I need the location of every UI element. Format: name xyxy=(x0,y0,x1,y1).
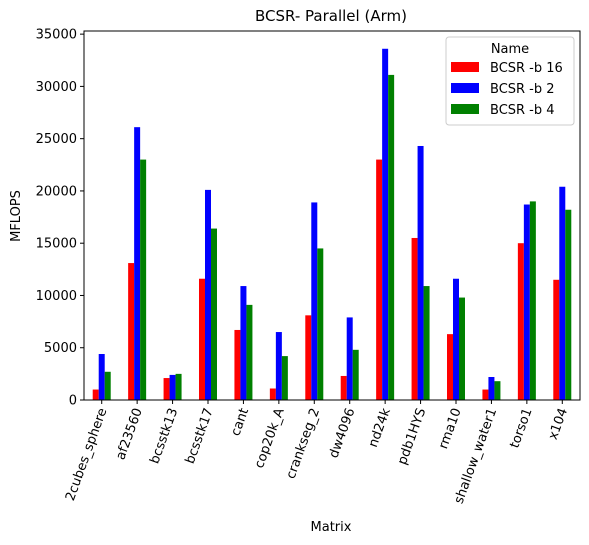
bars-layer xyxy=(92,48,572,401)
x-tick-label: 2cubes_sphere xyxy=(63,406,110,503)
legend-swatch xyxy=(451,83,479,93)
legend-label: BCSR -b 4 xyxy=(490,103,555,118)
x-tick-label: pdb1HYS xyxy=(395,406,429,467)
x-tick-label: af23560 xyxy=(113,406,146,462)
bar-x104-series-2 xyxy=(559,186,566,400)
y-tick-label: 10000 xyxy=(36,289,77,304)
bar-bcsstk13-series-3 xyxy=(175,373,182,400)
bar-shallow_water1-series-2 xyxy=(488,377,495,400)
bar-torso1-series-3 xyxy=(529,201,536,400)
bar-rma10-series-3 xyxy=(459,297,465,400)
bar-dw4096-series-1 xyxy=(340,375,347,400)
x-tick-label: bcsstk17 xyxy=(183,406,217,466)
bar-crankseg_2-series-2 xyxy=(311,202,318,400)
bar-torso1-series-1 xyxy=(517,243,524,400)
bar-nd24k-series-3 xyxy=(388,74,395,401)
bar-pdb1HYS-series-3 xyxy=(423,286,430,400)
bar-cop20k_A-series-2 xyxy=(275,332,282,400)
bar-nd24k-series-2 xyxy=(382,48,389,401)
bar-af23560-series-3 xyxy=(140,159,147,400)
x-tick-label: rma10 xyxy=(436,406,465,451)
bar-cant-series-3 xyxy=(246,304,253,400)
bar-2cubes_sphere-series-2 xyxy=(98,354,105,400)
bar-bcsstk13-series-1 xyxy=(163,378,170,400)
y-axis-label: MFLOPS xyxy=(9,190,24,242)
bar-shallow_water1-series-1 xyxy=(482,389,489,400)
bar-nd24k-series-1 xyxy=(376,159,383,400)
y-tick-label: 0 xyxy=(69,394,77,409)
bar-cop20k_A-series-1 xyxy=(269,388,276,400)
bar-dw4096-series-2 xyxy=(346,317,353,400)
legend-label: BCSR -b 16 xyxy=(490,61,563,76)
bar-x104-series-1 xyxy=(553,279,560,400)
bar-cop20k_A-series-3 xyxy=(281,356,288,400)
x-axis-label: Matrix xyxy=(311,520,352,535)
x-axis-ticks: 2cubes_sphere af23560 bcsstk13 bcsstk17 cant… xyxy=(63,400,571,506)
chart-title: BCSR- Parallel (Arm) xyxy=(255,7,407,25)
x-tick-label: x104 xyxy=(546,406,571,442)
bar-cant-series-2 xyxy=(240,286,247,400)
legend-box xyxy=(445,36,575,126)
bar-x104-series-3 xyxy=(565,209,572,400)
plot-frame xyxy=(83,30,581,401)
x-tick-label: crankseg_2 xyxy=(284,406,323,481)
legend-swatch xyxy=(451,104,479,114)
bar-2cubes_sphere-series-1 xyxy=(92,389,99,400)
x-tick-label: cop20k_A xyxy=(252,406,288,470)
bar-rma10-series-2 xyxy=(453,278,459,400)
bar-torso1-series-2 xyxy=(523,204,530,400)
bar-2cubes_sphere-series-3 xyxy=(104,371,111,400)
bar-crankseg_2-series-1 xyxy=(305,315,312,400)
x-tick-label: bcsstk13 xyxy=(147,406,181,466)
axes-layer xyxy=(83,30,581,401)
bar-bcsstk17-series-3 xyxy=(211,228,217,400)
legend-title: Name xyxy=(491,42,529,57)
y-axis-ticks: 0 5000 10000 15000 20000 25000 30000 35000 xyxy=(36,28,84,409)
legend-items: BCSR -b 16 BCSR -b 2 BCSR -b 4 xyxy=(451,61,563,118)
y-tick-label: 30000 xyxy=(36,80,77,95)
bar-af23560-series-1 xyxy=(128,263,135,400)
x-tick-label: torso1 xyxy=(507,406,535,450)
bar-bcsstk13-series-2 xyxy=(169,374,176,400)
y-tick-label: 35000 xyxy=(36,28,77,43)
x-tick-label: nd24k xyxy=(366,406,394,450)
bar-crankseg_2-series-3 xyxy=(317,248,324,400)
y-tick-label: 20000 xyxy=(36,184,77,199)
y-tick-label: 15000 xyxy=(36,237,77,252)
legend-label: BCSR -b 2 xyxy=(490,82,555,97)
bar-pdb1HYS-series-2 xyxy=(417,145,424,400)
x-tick-label: dw4096 xyxy=(327,406,359,460)
y-tick-label: 5000 xyxy=(44,341,77,356)
x-tick-label: cant xyxy=(228,406,252,438)
y-tick-label: 25000 xyxy=(36,132,77,147)
bar-dw4096-series-3 xyxy=(352,349,359,400)
bar-cant-series-1 xyxy=(234,329,241,400)
legend: Name BCSR -b 16 BCSR -b 2 BCSR -b 4 xyxy=(445,36,575,126)
bar-shallow_water1-series-3 xyxy=(494,381,501,400)
legend-swatch xyxy=(451,62,479,72)
bar-bcsstk17-series-2 xyxy=(205,189,211,400)
bar-bcsstk17-series-1 xyxy=(199,278,205,400)
bar-pdb1HYS-series-1 xyxy=(411,237,418,400)
bar-af23560-series-2 xyxy=(134,127,141,401)
bar-rma10-series-1 xyxy=(447,334,453,400)
